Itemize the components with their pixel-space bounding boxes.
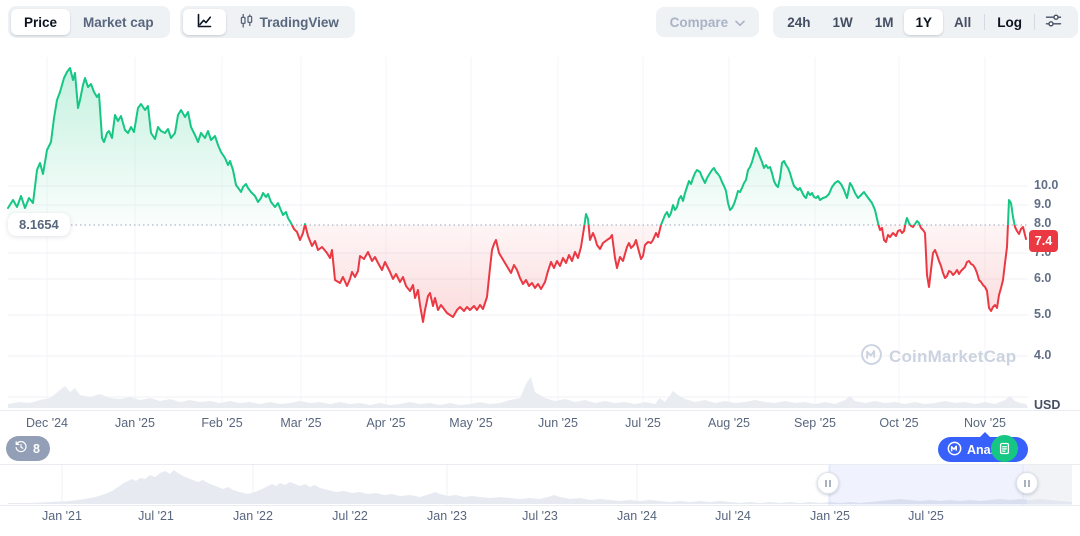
x-tick: Oct '25 xyxy=(879,416,919,430)
candlestick-icon xyxy=(239,13,254,32)
brush-tick: Jul '21 xyxy=(138,509,174,523)
analyze-button[interactable]: Analy xyxy=(938,432,1028,462)
y-tick-10.0: 10.0 xyxy=(1034,178,1059,192)
brush-tick: Jan '25 xyxy=(810,509,850,523)
chart-style-toggle: TradingView xyxy=(179,6,355,38)
baseline-price-label: 8.1654 xyxy=(8,213,70,236)
divider xyxy=(984,14,986,30)
chart-settings-button[interactable] xyxy=(1037,9,1070,35)
brush-tick: Jul '22 xyxy=(332,509,368,523)
log-scale-toggle[interactable]: Log xyxy=(987,9,1032,35)
price-chart[interactable] xyxy=(0,50,1080,410)
tooltip-pointer xyxy=(979,432,991,438)
x-tick: Mar '25 xyxy=(280,416,322,430)
current-price-badge: 7.4 xyxy=(1029,230,1058,252)
x-tick: Sep '25 xyxy=(793,416,836,430)
brush-tick: Jan '24 xyxy=(617,509,657,523)
brush-tick: Jul '25 xyxy=(908,509,944,523)
x-tick: Jul '25 xyxy=(625,416,661,430)
range-24h[interactable]: 24h xyxy=(776,9,821,35)
compare-button[interactable]: Compare xyxy=(655,7,760,37)
chart-toolbar: Price Market cap Tradin xyxy=(8,6,1078,38)
range-1m[interactable]: 1M xyxy=(864,9,905,35)
sliders-icon xyxy=(1045,13,1062,31)
brush-tick: Jan '23 xyxy=(427,509,467,523)
market-cap-tab[interactable]: Market cap xyxy=(70,9,167,35)
divider xyxy=(0,505,1080,506)
x-tick: Jan '25 xyxy=(115,416,155,430)
chart-type-toggle: Price Market cap xyxy=(8,6,170,38)
y-tick-6.0: 6.0 xyxy=(1034,271,1052,285)
report-icon[interactable] xyxy=(991,435,1018,462)
brush-handle-right[interactable] xyxy=(1016,472,1038,494)
divider xyxy=(0,410,1080,411)
brush-tick: Jul '24 xyxy=(715,509,751,523)
coinmarketcap-logo-icon xyxy=(947,441,962,459)
clock-history-icon xyxy=(14,440,28,457)
brush-tick: Jul '23 xyxy=(522,509,558,523)
range-all[interactable]: All xyxy=(943,9,982,35)
brush-tick: Jan '21 xyxy=(42,509,82,523)
brush-handle-left[interactable] xyxy=(817,472,839,494)
coinmarketcap-watermark: CoinMarketCap xyxy=(860,343,1016,371)
y-tick-4.0: 4.0 xyxy=(1034,348,1052,362)
range-selector: 24h 1W 1M 1Y All Log xyxy=(773,6,1078,38)
history-events-badge[interactable]: 8 xyxy=(6,436,50,461)
price-tab[interactable]: Price xyxy=(11,9,71,35)
range-1w[interactable]: 1W xyxy=(821,9,863,35)
line-chart-icon xyxy=(196,12,213,32)
y-axis-unit: USD xyxy=(1034,398,1061,412)
x-tick: May '25 xyxy=(449,416,493,430)
brush-selection[interactable] xyxy=(828,465,1027,505)
x-tick: Apr '25 xyxy=(366,416,406,430)
x-tick: Jun '25 xyxy=(538,416,578,430)
line-chart-button[interactable] xyxy=(182,9,226,35)
x-tick: Aug '25 xyxy=(707,416,750,430)
x-tick: Feb '25 xyxy=(201,416,243,430)
tradingview-button[interactable]: TradingView xyxy=(226,9,352,35)
brush-tick: Jan '22 xyxy=(233,509,273,523)
coinmarketcap-logo-icon xyxy=(860,343,883,371)
divider xyxy=(1034,14,1035,30)
range-1y[interactable]: 1Y xyxy=(904,9,943,35)
y-tick-8.0: 8.0 xyxy=(1034,216,1052,230)
divider xyxy=(0,464,1080,465)
y-tick-9.0: 9.0 xyxy=(1034,197,1052,211)
range-buttons: 24h 1W 1M 1Y All xyxy=(776,9,982,35)
x-tick: Dec '24 xyxy=(26,416,68,430)
chevron-down-icon xyxy=(735,15,745,30)
y-tick-5.0: 5.0 xyxy=(1034,307,1052,321)
tradingview-label: TradingView xyxy=(259,14,339,30)
x-tick: Nov '25 xyxy=(964,416,1006,430)
